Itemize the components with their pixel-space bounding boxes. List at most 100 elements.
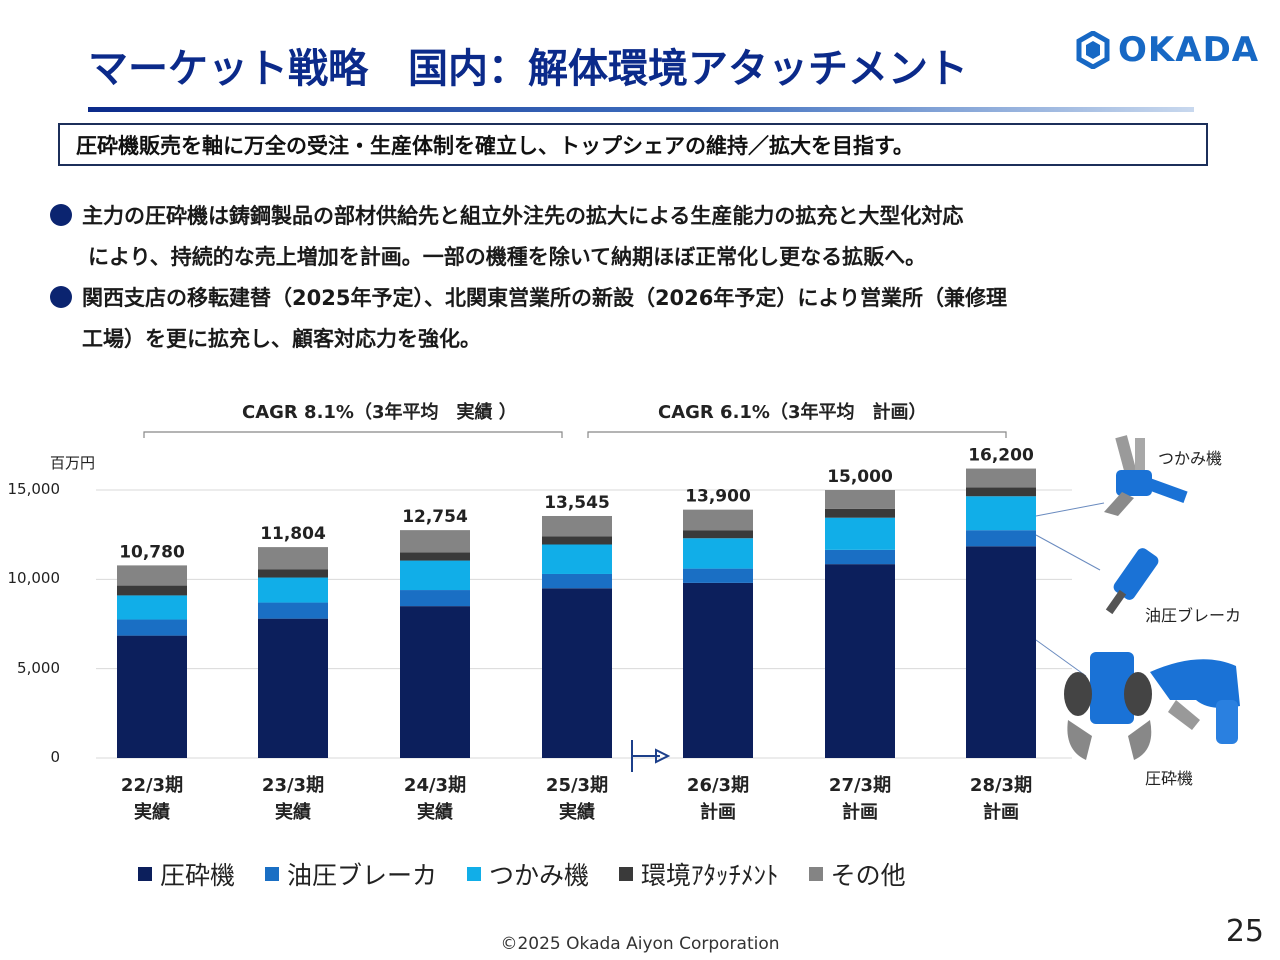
bar-segment-breaker: [683, 568, 753, 583]
plan-start-arrow: [631, 740, 671, 772]
y-tick-label: 5,000: [17, 658, 60, 677]
legend-label: 油圧ブレーカ: [287, 861, 438, 890]
total-value-label: 16,200: [968, 446, 1034, 466]
y-tick-label: 15,000: [7, 480, 61, 498]
okada-logo-text: OKADA: [1118, 30, 1260, 70]
bar-segment-other: [400, 530, 470, 553]
legend-item-crusher: 圧砕機: [138, 856, 235, 892]
bar-segment-env: [825, 508, 895, 518]
legend-swatch: [619, 867, 634, 881]
legend-item-other: その他: [808, 856, 906, 892]
bar-segment-other: [966, 468, 1036, 488]
x-category-label: 25/3期実績: [527, 772, 627, 826]
bar-segment-other: [542, 515, 612, 537]
total-labels: 10,780 11,804 12,754 13,545 13,900 15,000 16,2…: [119, 446, 1034, 563]
x-category-line: 23/3期: [261, 775, 325, 796]
bullet-item: 関西支店の移転建替（2025年予定）、北関東営業所の新設（2026年予定）により…: [50, 278, 1220, 360]
bar-segment-crusher: [117, 635, 187, 758]
product-leader-lines: [1035, 502, 1105, 677]
total-value-label: 10,780: [119, 542, 185, 562]
bar-segment-other: [683, 509, 753, 531]
cagr-actual-bracket: [143, 431, 563, 438]
bar-segment-breaker: [117, 619, 187, 636]
legend-item-env: 環境ｱﾀｯﾁﾒﾝﾄ: [619, 856, 779, 892]
x-category-line: 22/3期: [120, 775, 184, 796]
legend-item-grapple: つかみ機: [467, 856, 589, 892]
bars: [117, 468, 1036, 758]
bar-segment-env: [683, 530, 753, 539]
chart-legend: 圧砕機 油圧ブレーカ つかみ機 環境ｱﾀｯﾁﾒﾝﾄ その他: [138, 856, 936, 892]
x-category-label: 23/3期実績: [243, 772, 343, 826]
product-label-breaker: 油圧ブレーカ: [1145, 606, 1242, 625]
bar-segment-crusher: [683, 582, 753, 758]
cagr-plan-bracket: [587, 431, 1007, 438]
gridlines: [96, 489, 1072, 759]
x-category-line: 計画: [700, 802, 736, 823]
crusher-image: [1064, 652, 1240, 760]
x-category-line: 27/3期: [828, 775, 892, 796]
x-category-line: 計画: [983, 802, 1019, 823]
copyright-footer: ©2025 Okada Aiyon Corporation: [500, 934, 780, 954]
title-divider: [88, 107, 1194, 112]
bullet-dot-icon: [50, 286, 72, 308]
x-category-label: 28/3期計画: [951, 772, 1051, 826]
bar-segment-grapple: [400, 560, 470, 591]
bar-segment-crusher: [400, 606, 470, 758]
bar-segment-env: [258, 569, 328, 578]
legend-label: つかみ機: [489, 861, 590, 890]
bar-segment-grapple: [683, 538, 753, 569]
summary-text: 圧砕機販売を軸に万全の受注・生産体制を確立し、トップシェアの維持／拡大を目指す。: [76, 133, 914, 158]
x-category-label: 27/3期 計画: [810, 772, 910, 826]
x-category-line: 実績: [559, 802, 595, 823]
bar-segment-grapple: [258, 577, 328, 603]
product-label-grapple: つかみ機: [1158, 449, 1223, 468]
legend-swatch: [467, 867, 482, 881]
bar-segment-env: [966, 487, 1036, 497]
total-value-label: 12,754: [402, 507, 468, 527]
bar-segment-grapple: [542, 544, 612, 574]
x-category-label: 22/3期 実績: [102, 772, 202, 826]
x-category-line: 24/3期: [403, 775, 467, 796]
bullet-line: 関西支店の移転建替（2025年予定）、北関東営業所の新設（2026年予定）により…: [82, 286, 1007, 310]
bar-segment-other: [258, 547, 328, 570]
bullet-item: 主力の圧砕機は鋳鋼製品の部材供給先と組立外注先の拡大による生産能力の拡充と大型化…: [50, 196, 1220, 278]
summary-box: 圧砕機販売を軸に万全の受注・生産体制を確立し、トップシェアの維持／拡大を目指す。: [58, 123, 1208, 166]
total-value-label: 15,000: [827, 467, 893, 487]
cagr-actual-label: CAGR 8.1%（3年平均 実績 ）: [242, 402, 517, 423]
cagr-brackets: [143, 431, 1007, 438]
x-category-line: 実績: [275, 802, 311, 823]
bar-segment-breaker: [400, 590, 470, 607]
page-title: マーケット戦略 国内：解体環境アタッチメント: [88, 46, 968, 92]
okada-logo-icon: [1076, 31, 1110, 69]
y-axis-unit-label: 百万円: [50, 454, 96, 472]
bar-segment-grapple: [966, 496, 1036, 531]
bullet-line: により、持続的な売上増加を計画。一部の機種を除いて納期ほぼ正常化し更なる拡販へ。: [88, 245, 927, 269]
x-category-label: 26/3期 計画: [668, 772, 768, 826]
okada-logo: OKADA: [1076, 30, 1259, 70]
y-tick-label: 0: [50, 748, 60, 766]
total-value-label: 11,804: [260, 524, 326, 544]
legend-label: 環境ｱﾀｯﾁﾒﾝﾄ: [641, 861, 779, 890]
bar-segment-other: [117, 565, 187, 586]
legend-swatch: [808, 867, 823, 881]
bullet-list: 主力の圧砕機は鋳鋼製品の部材供給先と組立外注先の拡大による生産能力の拡充と大型化…: [50, 196, 1220, 360]
x-category-line: 28/3期: [969, 775, 1033, 796]
bar-segment-breaker: [966, 530, 1036, 547]
legend-label: 圧砕機: [160, 861, 236, 890]
bar-segment-breaker: [542, 573, 612, 589]
bar-segment-env: [117, 585, 187, 596]
legend-swatch: [265, 867, 280, 881]
x-category-label: 24/3期 実績: [385, 772, 485, 826]
legend-label: その他: [830, 861, 906, 890]
bullet-dot-icon: [50, 204, 72, 226]
bar-segment-grapple: [825, 517, 895, 550]
total-value-label: 13,900: [685, 487, 751, 507]
page-number: 25: [1225, 914, 1264, 949]
bar-segment-env: [400, 552, 470, 561]
product-label-crusher: 圧砕機: [1145, 769, 1194, 788]
x-category-line: 25/3期: [545, 775, 609, 796]
y-tick-label: 10,000: [7, 569, 61, 588]
bar-segment-crusher: [966, 546, 1036, 758]
cagr-plan-label: CAGR 6.1%（3年平均 計画）: [658, 402, 927, 423]
bar-segment-breaker: [825, 549, 895, 565]
